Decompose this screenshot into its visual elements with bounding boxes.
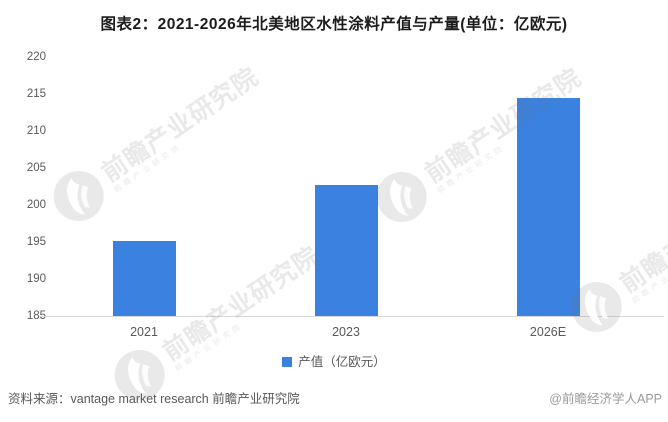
watermark-text: 前瞻产业研究院 — [615, 173, 668, 299]
x-axis-tick-label: 2021 — [130, 325, 158, 339]
bar-2021 — [112, 240, 176, 316]
legend: 产值（亿欧元） — [0, 355, 668, 369]
bar-2023 — [314, 185, 378, 316]
watermark-subtext: 前瞻产业研究院 — [112, 141, 184, 195]
y-axis-tick-label: 185 — [26, 310, 46, 322]
watermark-text-column: 前瞻产业研究院 前瞻产业研究院 — [158, 241, 329, 373]
y-axis-tick-label: 195 — [26, 236, 46, 248]
y-axis-tick-label: 215 — [26, 88, 46, 100]
bar-2026E — [516, 98, 580, 316]
source-text: 资料来源：vantage market research 前瞻产业研究院 — [8, 392, 300, 406]
x-axis-tick-label: 2026E — [529, 325, 567, 339]
y-axis-tick-label: 200 — [26, 199, 46, 211]
watermark-subtext: 前瞻产业研究院 — [630, 252, 668, 306]
legend-square-icon — [282, 357, 293, 367]
watermark-text-column: 前瞻产业研究院 前瞻产业研究院 — [97, 62, 268, 195]
x-axis-line — [40, 316, 664, 317]
legend-label: 产值（亿欧元） — [298, 355, 386, 369]
watermark-text-column: 前瞻产业研究院 前瞻产业研究院 — [615, 173, 668, 306]
y-axis-tick-label: 220 — [26, 51, 46, 63]
watermark: 前瞻产业研究院 前瞻产业研究院 — [41, 53, 275, 237]
y-axis-tick-label: 210 — [26, 125, 46, 137]
qianzhan-logo-icon — [41, 159, 119, 238]
chart-title: 图表2：2021-2026年北美地区水性涂料产值与产量(单位：亿欧元) — [100, 16, 568, 33]
watermark-text: 前瞻产业研究院 — [97, 62, 264, 188]
x-axis-tick-label: 2023 — [332, 325, 360, 339]
y-axis-tick-label: 205 — [26, 162, 46, 174]
credit-text: @前瞻经济学人APP — [549, 392, 662, 406]
y-axis-tick-label: 190 — [26, 273, 46, 285]
watermark-text: 前瞻产业研究院 — [158, 241, 325, 367]
